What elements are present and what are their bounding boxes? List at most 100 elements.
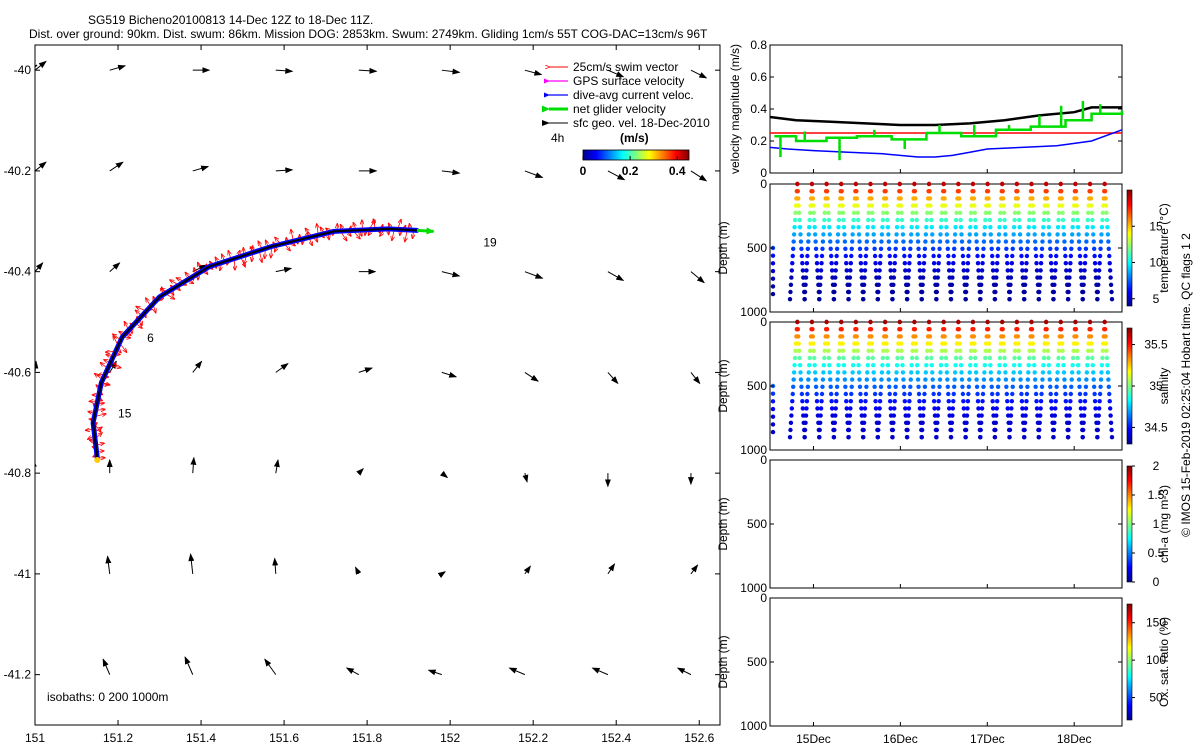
- section-sample-point: [1054, 239, 1060, 244]
- geo-velocity-arrow: [427, 669, 443, 676]
- section-sample-point: [1092, 253, 1097, 259]
- section-sample-point: [1082, 406, 1087, 411]
- section-sample-point: [1062, 377, 1067, 382]
- section-sample-point: [973, 355, 978, 361]
- geo-velocity-arrow: [35, 360, 39, 373]
- section-sample-point: [855, 341, 860, 346]
- section-sample-point: [1022, 427, 1027, 433]
- geo-velocity-arrow: [524, 69, 543, 76]
- section-sample-point: [923, 232, 929, 237]
- section-sample-point: [968, 225, 973, 230]
- section-sample-point: [953, 355, 959, 361]
- section-sample-point: [1015, 327, 1020, 332]
- section-sample-point: [1067, 268, 1073, 273]
- section-sample-point: [974, 246, 980, 251]
- section-sample-point: [921, 268, 926, 273]
- section-sample-point: [973, 225, 978, 230]
- section-sample-point: [1060, 217, 1066, 223]
- section-sample-point: [958, 217, 963, 223]
- section-sample-point: [1084, 370, 1090, 375]
- section-sample-point: [926, 319, 932, 325]
- geo-velocity-arrow: [109, 64, 127, 71]
- section-sample-point: [966, 384, 972, 389]
- section-sample-point: [1054, 246, 1059, 251]
- section-sample-point: [1004, 246, 1009, 251]
- section-sample-point: [885, 217, 890, 223]
- section-sample-point: [826, 210, 831, 215]
- section-sample-point: [1003, 377, 1009, 382]
- section-sample-point: [1102, 181, 1107, 187]
- geo-velocity-arrow: [355, 566, 362, 575]
- section-sample-point: [871, 232, 876, 237]
- section-sample-point: [825, 334, 830, 339]
- section-sample-point: [987, 355, 993, 361]
- map-xtick-label: 152.2: [518, 731, 548, 745]
- section-sample-point: [850, 225, 856, 230]
- section-sample-point: [817, 427, 822, 433]
- section-sample-point: [888, 268, 893, 273]
- velocity-series: [769, 101, 1124, 161]
- section-sample-point: [913, 334, 918, 339]
- section-sample-point: [989, 384, 994, 389]
- section-sample-point: [1077, 253, 1083, 259]
- section-sample-point: [833, 275, 838, 280]
- section-colorbar-tick-label: 2: [1153, 459, 1160, 473]
- section-sample-point: [856, 232, 862, 237]
- section-sample-point: [812, 232, 818, 237]
- section-sample-point: [822, 217, 827, 223]
- map-xtick-label: 152.4: [601, 731, 631, 745]
- section-sample-point: [857, 384, 863, 389]
- section-sample-point: [1016, 348, 1021, 353]
- section-sample-point: [1039, 253, 1044, 259]
- section-sample-point: [960, 384, 965, 389]
- section-ytick-label: 1000: [740, 581, 767, 595]
- geo-velocity-arrow: [102, 658, 111, 675]
- section-sample-point: [770, 406, 776, 412]
- section-sample-point: [804, 406, 809, 411]
- section-sample-point: [805, 253, 810, 259]
- section-sample-point: [821, 363, 827, 368]
- section-sample-point: [931, 261, 937, 266]
- section-sample-point: [1001, 203, 1006, 208]
- section-sample-point: [965, 406, 970, 411]
- section-sample-point: [909, 370, 914, 375]
- glider-track-line: [92, 227, 417, 459]
- section-sample-point: [1056, 210, 1062, 215]
- section-sample-point: [835, 377, 840, 382]
- section-sample-point: [1059, 341, 1065, 346]
- section-sample-point: [943, 217, 949, 223]
- section-sample-point: [931, 253, 936, 259]
- section-sample-point: [872, 391, 878, 397]
- section-sample-point: [1030, 203, 1036, 208]
- section-sample-point: [1106, 384, 1111, 389]
- section-sample-point: [810, 334, 816, 339]
- section-sample-point: [982, 363, 988, 368]
- section-sample-point: [789, 413, 794, 418]
- section-sample-point: [1075, 363, 1081, 368]
- section-sample-point: [893, 384, 898, 389]
- section-sample-point: [841, 225, 847, 230]
- section-sample-point: [903, 268, 908, 273]
- section-sample-point: [941, 327, 947, 332]
- section-sample-point: [1066, 289, 1071, 295]
- section-sample-point: [1091, 232, 1096, 237]
- geo-velocity-arrow: [690, 564, 699, 575]
- section-sample-point: [995, 384, 1001, 389]
- section-sample-point: [997, 355, 1003, 361]
- section-sample-point: [1045, 341, 1050, 346]
- section-sample-point: [861, 420, 867, 425]
- section-sample-point: [876, 413, 882, 418]
- section-sample-point: [871, 377, 877, 382]
- section-sample-point: [1103, 341, 1109, 346]
- section-sample-point: [879, 370, 885, 375]
- section-sample-point: [770, 261, 776, 266]
- section-sample-point: [898, 341, 904, 346]
- section-sample-point: [986, 334, 991, 339]
- section-sample-point: [842, 377, 848, 382]
- section-sample-point: [863, 261, 868, 266]
- section-sample-point: [1016, 210, 1021, 215]
- section-sample-point: [1038, 406, 1043, 411]
- geo-velocity-arrow: [441, 371, 458, 378]
- section-sample-point: [928, 348, 934, 353]
- section-sample-point: [792, 217, 798, 223]
